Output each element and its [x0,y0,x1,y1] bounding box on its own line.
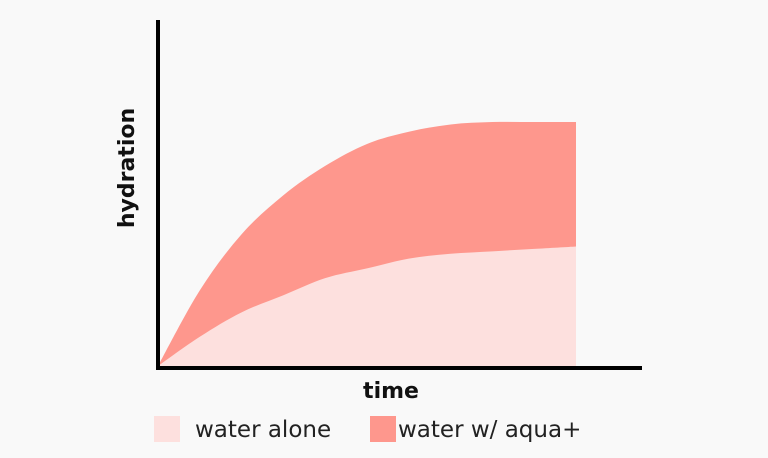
area-water-alone [158,246,576,366]
legend-swatch-water-aqua [370,416,396,442]
x-axis-label: time [363,379,419,404]
area-layer [158,121,576,366]
y-axis-label: hydration [115,108,140,228]
legend-label-water-aqua: water w/ aqua+ [398,417,581,443]
legend-swatch-water-alone [154,416,180,442]
legend-label-water-alone: water alone [195,417,331,443]
legend: water alone water w/ aqua+ [154,416,581,443]
